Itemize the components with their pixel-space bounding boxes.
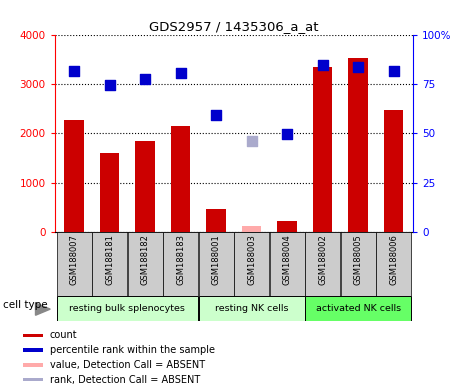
Text: GSM188004: GSM188004 bbox=[283, 234, 292, 285]
Title: GDS2957 / 1435306_a_at: GDS2957 / 1435306_a_at bbox=[149, 20, 319, 33]
Text: GSM188181: GSM188181 bbox=[105, 234, 114, 285]
Bar bbox=[199, 296, 304, 321]
Bar bbox=[277, 222, 297, 232]
Bar bbox=[171, 126, 190, 232]
Bar bbox=[341, 232, 376, 296]
Bar bbox=[23, 363, 43, 367]
Bar bbox=[305, 296, 411, 321]
Text: cell type: cell type bbox=[3, 300, 48, 310]
Text: rank, Detection Call = ABSENT: rank, Detection Call = ABSENT bbox=[50, 375, 200, 384]
Text: GSM188182: GSM188182 bbox=[141, 234, 150, 285]
Bar bbox=[313, 67, 332, 232]
Text: resting NK cells: resting NK cells bbox=[215, 304, 288, 313]
Bar bbox=[23, 334, 43, 337]
Point bbox=[354, 64, 362, 70]
Bar bbox=[92, 232, 127, 296]
Polygon shape bbox=[36, 303, 50, 315]
Bar bbox=[376, 232, 411, 296]
Text: count: count bbox=[50, 330, 77, 340]
Text: activated NK cells: activated NK cells bbox=[316, 304, 401, 313]
Bar bbox=[384, 110, 403, 232]
Bar bbox=[23, 378, 43, 381]
Text: GSM188183: GSM188183 bbox=[176, 234, 185, 285]
Point bbox=[390, 68, 398, 74]
Text: percentile rank within the sample: percentile rank within the sample bbox=[50, 345, 215, 355]
Bar bbox=[234, 232, 269, 296]
Point bbox=[248, 138, 256, 144]
Text: resting bulk splenocytes: resting bulk splenocytes bbox=[69, 304, 185, 313]
Bar bbox=[199, 232, 234, 296]
Point bbox=[70, 68, 78, 74]
Text: value, Detection Call = ABSENT: value, Detection Call = ABSENT bbox=[50, 360, 205, 370]
Point bbox=[177, 70, 184, 76]
Point bbox=[142, 76, 149, 82]
Bar bbox=[57, 232, 92, 296]
Text: GSM188002: GSM188002 bbox=[318, 234, 327, 285]
Bar bbox=[270, 232, 304, 296]
Point bbox=[106, 82, 114, 88]
Text: GSM188001: GSM188001 bbox=[212, 234, 221, 285]
Point bbox=[284, 131, 291, 137]
Bar bbox=[135, 141, 155, 232]
Bar bbox=[242, 227, 261, 232]
Bar bbox=[100, 153, 119, 232]
Bar bbox=[163, 232, 198, 296]
Bar bbox=[65, 119, 84, 232]
Bar bbox=[349, 58, 368, 232]
Text: GSM188007: GSM188007 bbox=[70, 234, 79, 285]
Bar bbox=[23, 348, 43, 352]
Bar bbox=[207, 209, 226, 232]
Point bbox=[212, 112, 220, 118]
Bar bbox=[57, 296, 198, 321]
Text: GSM188005: GSM188005 bbox=[354, 234, 363, 285]
Point bbox=[319, 62, 326, 68]
Text: GSM188003: GSM188003 bbox=[247, 234, 256, 285]
Bar bbox=[128, 232, 162, 296]
Bar bbox=[305, 232, 340, 296]
Text: GSM188006: GSM188006 bbox=[389, 234, 398, 285]
